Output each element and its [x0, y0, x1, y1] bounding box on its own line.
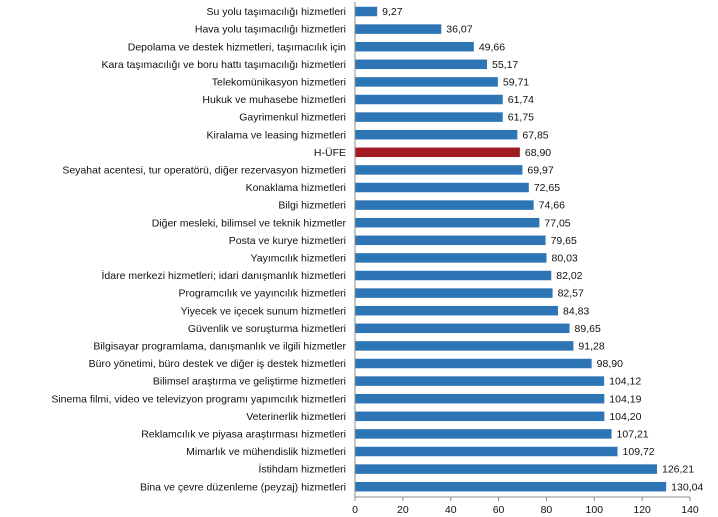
data-label: 104,19 [609, 393, 641, 405]
category-label: Telekomünikasyon hizmetleri [212, 77, 346, 89]
category-label: İstihdam hizmetleri [258, 463, 346, 476]
bar [355, 446, 618, 457]
data-label: 82,02 [556, 270, 582, 282]
x-tick-label: 20 [397, 504, 409, 516]
bar [355, 235, 546, 246]
bar [355, 147, 520, 158]
category-label: Yiyecek ve içecek sunum hizmetleri [181, 305, 346, 317]
data-label: 107,21 [617, 429, 649, 441]
bar [355, 429, 612, 439]
bar [355, 77, 498, 87]
data-label: 61,74 [508, 94, 534, 106]
bar [355, 288, 553, 298]
data-label: 109,72 [623, 446, 655, 458]
bar [355, 393, 605, 404]
category-label: Yayımcılık hizmetleri [251, 253, 347, 265]
data-label: 61,75 [508, 112, 534, 124]
bar [355, 217, 540, 228]
bar [355, 270, 552, 281]
bar [355, 59, 488, 70]
data-label: 130,04 [671, 481, 703, 493]
bar [355, 323, 570, 334]
bar [355, 253, 547, 263]
bar [355, 464, 657, 474]
data-label: 74,66 [539, 200, 565, 212]
data-label: 55,17 [492, 59, 518, 71]
category-label: Güvenlik ve soruşturma hizmetleri [188, 323, 346, 335]
bar [355, 341, 574, 351]
category-label: Büro yönetimi, büro destek ve diğer iş d… [89, 358, 346, 370]
category-label: Kara taşımacılığı ve boru hattı taşımacı… [101, 59, 346, 71]
category-label: İdare merkezi hizmetleri; idari danışman… [102, 269, 347, 282]
x-tick-label: 80 [541, 504, 553, 516]
data-label: 69,97 [527, 165, 553, 177]
data-label: 77,05 [544, 217, 570, 229]
bar [355, 165, 523, 175]
bar [355, 182, 529, 193]
data-label: 49,66 [479, 41, 505, 53]
bar [355, 305, 558, 316]
category-label: Konaklama hizmetleri [246, 182, 346, 194]
bar [355, 94, 503, 105]
data-label: 84,83 [563, 305, 589, 317]
data-label: 80,03 [552, 253, 578, 265]
bar [355, 41, 474, 52]
data-label: 59,71 [503, 77, 529, 89]
data-label: 91,28 [578, 341, 604, 353]
x-tick-label: 100 [586, 504, 604, 516]
bar [355, 129, 518, 140]
bar [355, 200, 534, 210]
category-label: Diğer mesleki, bilimsel ve teknik hizmet… [152, 217, 347, 229]
data-label: 98,90 [597, 358, 623, 370]
bar [355, 358, 592, 369]
category-label: Posta ve kurye hizmetleri [229, 235, 346, 247]
category-label: Bilgisayar programlama, danışmanlık ve i… [93, 341, 346, 353]
data-label: 82,57 [558, 288, 584, 300]
bar [355, 24, 442, 34]
category-label: Bina ve çevre düzenleme (peyzaj) hizmetl… [140, 481, 346, 493]
x-tick-label: 120 [633, 504, 651, 516]
category-label: Mimarlık ve mühendislik hizmetleri [186, 446, 346, 458]
x-tick-label: 40 [445, 504, 457, 516]
category-label: Depolama ve destek hizmetleri, taşımacıl… [128, 41, 346, 53]
category-label: Bilimsel araştırma ve geliştirme hizmetl… [153, 376, 346, 388]
category-label: Programcılık ve yayıncılık hizmetleri [179, 288, 346, 300]
category-label: Hava yolu taşımacılığı hizmetleri [195, 24, 346, 36]
x-tick-label: 0 [352, 504, 358, 516]
data-label: 104,12 [609, 376, 641, 388]
category-label: Hukuk ve muhasebe hizmetleri [202, 94, 346, 106]
category-label: Su yolu taşımacılığı hizmetleri [207, 6, 346, 18]
category-label: Veterinerlik hizmetleri [246, 411, 346, 423]
data-label: 72,65 [534, 182, 560, 194]
data-label: 126,21 [662, 464, 694, 476]
data-label: 67,85 [522, 129, 548, 141]
bar [355, 112, 503, 122]
x-tick-label: 140 [681, 504, 699, 516]
bar [355, 376, 605, 386]
category-label: H-ÜFE [314, 147, 346, 159]
x-tick-label: 60 [493, 504, 505, 516]
category-label: Reklamcılık ve piyasa araştırması hizmet… [141, 429, 346, 441]
bar [355, 6, 378, 17]
category-label: Seyahat acentesi, tur operatörü, diğer r… [62, 165, 346, 177]
data-label: 68,90 [525, 147, 551, 159]
bar [355, 481, 667, 492]
category-label: Sinema filmi, video ve televizyon progra… [51, 393, 346, 405]
category-label: Bilgi hizmetleri [278, 200, 346, 212]
category-label: Gayrimenkul hizmetleri [239, 112, 346, 124]
data-label: 104,20 [609, 411, 641, 423]
category-label: Kiralama ve leasing hizmetleri [207, 129, 346, 141]
bar [355, 411, 605, 422]
data-label: 36,07 [446, 24, 472, 36]
data-label: 9,27 [382, 6, 403, 18]
data-label: 79,65 [551, 235, 577, 247]
data-label: 89,65 [575, 323, 601, 335]
